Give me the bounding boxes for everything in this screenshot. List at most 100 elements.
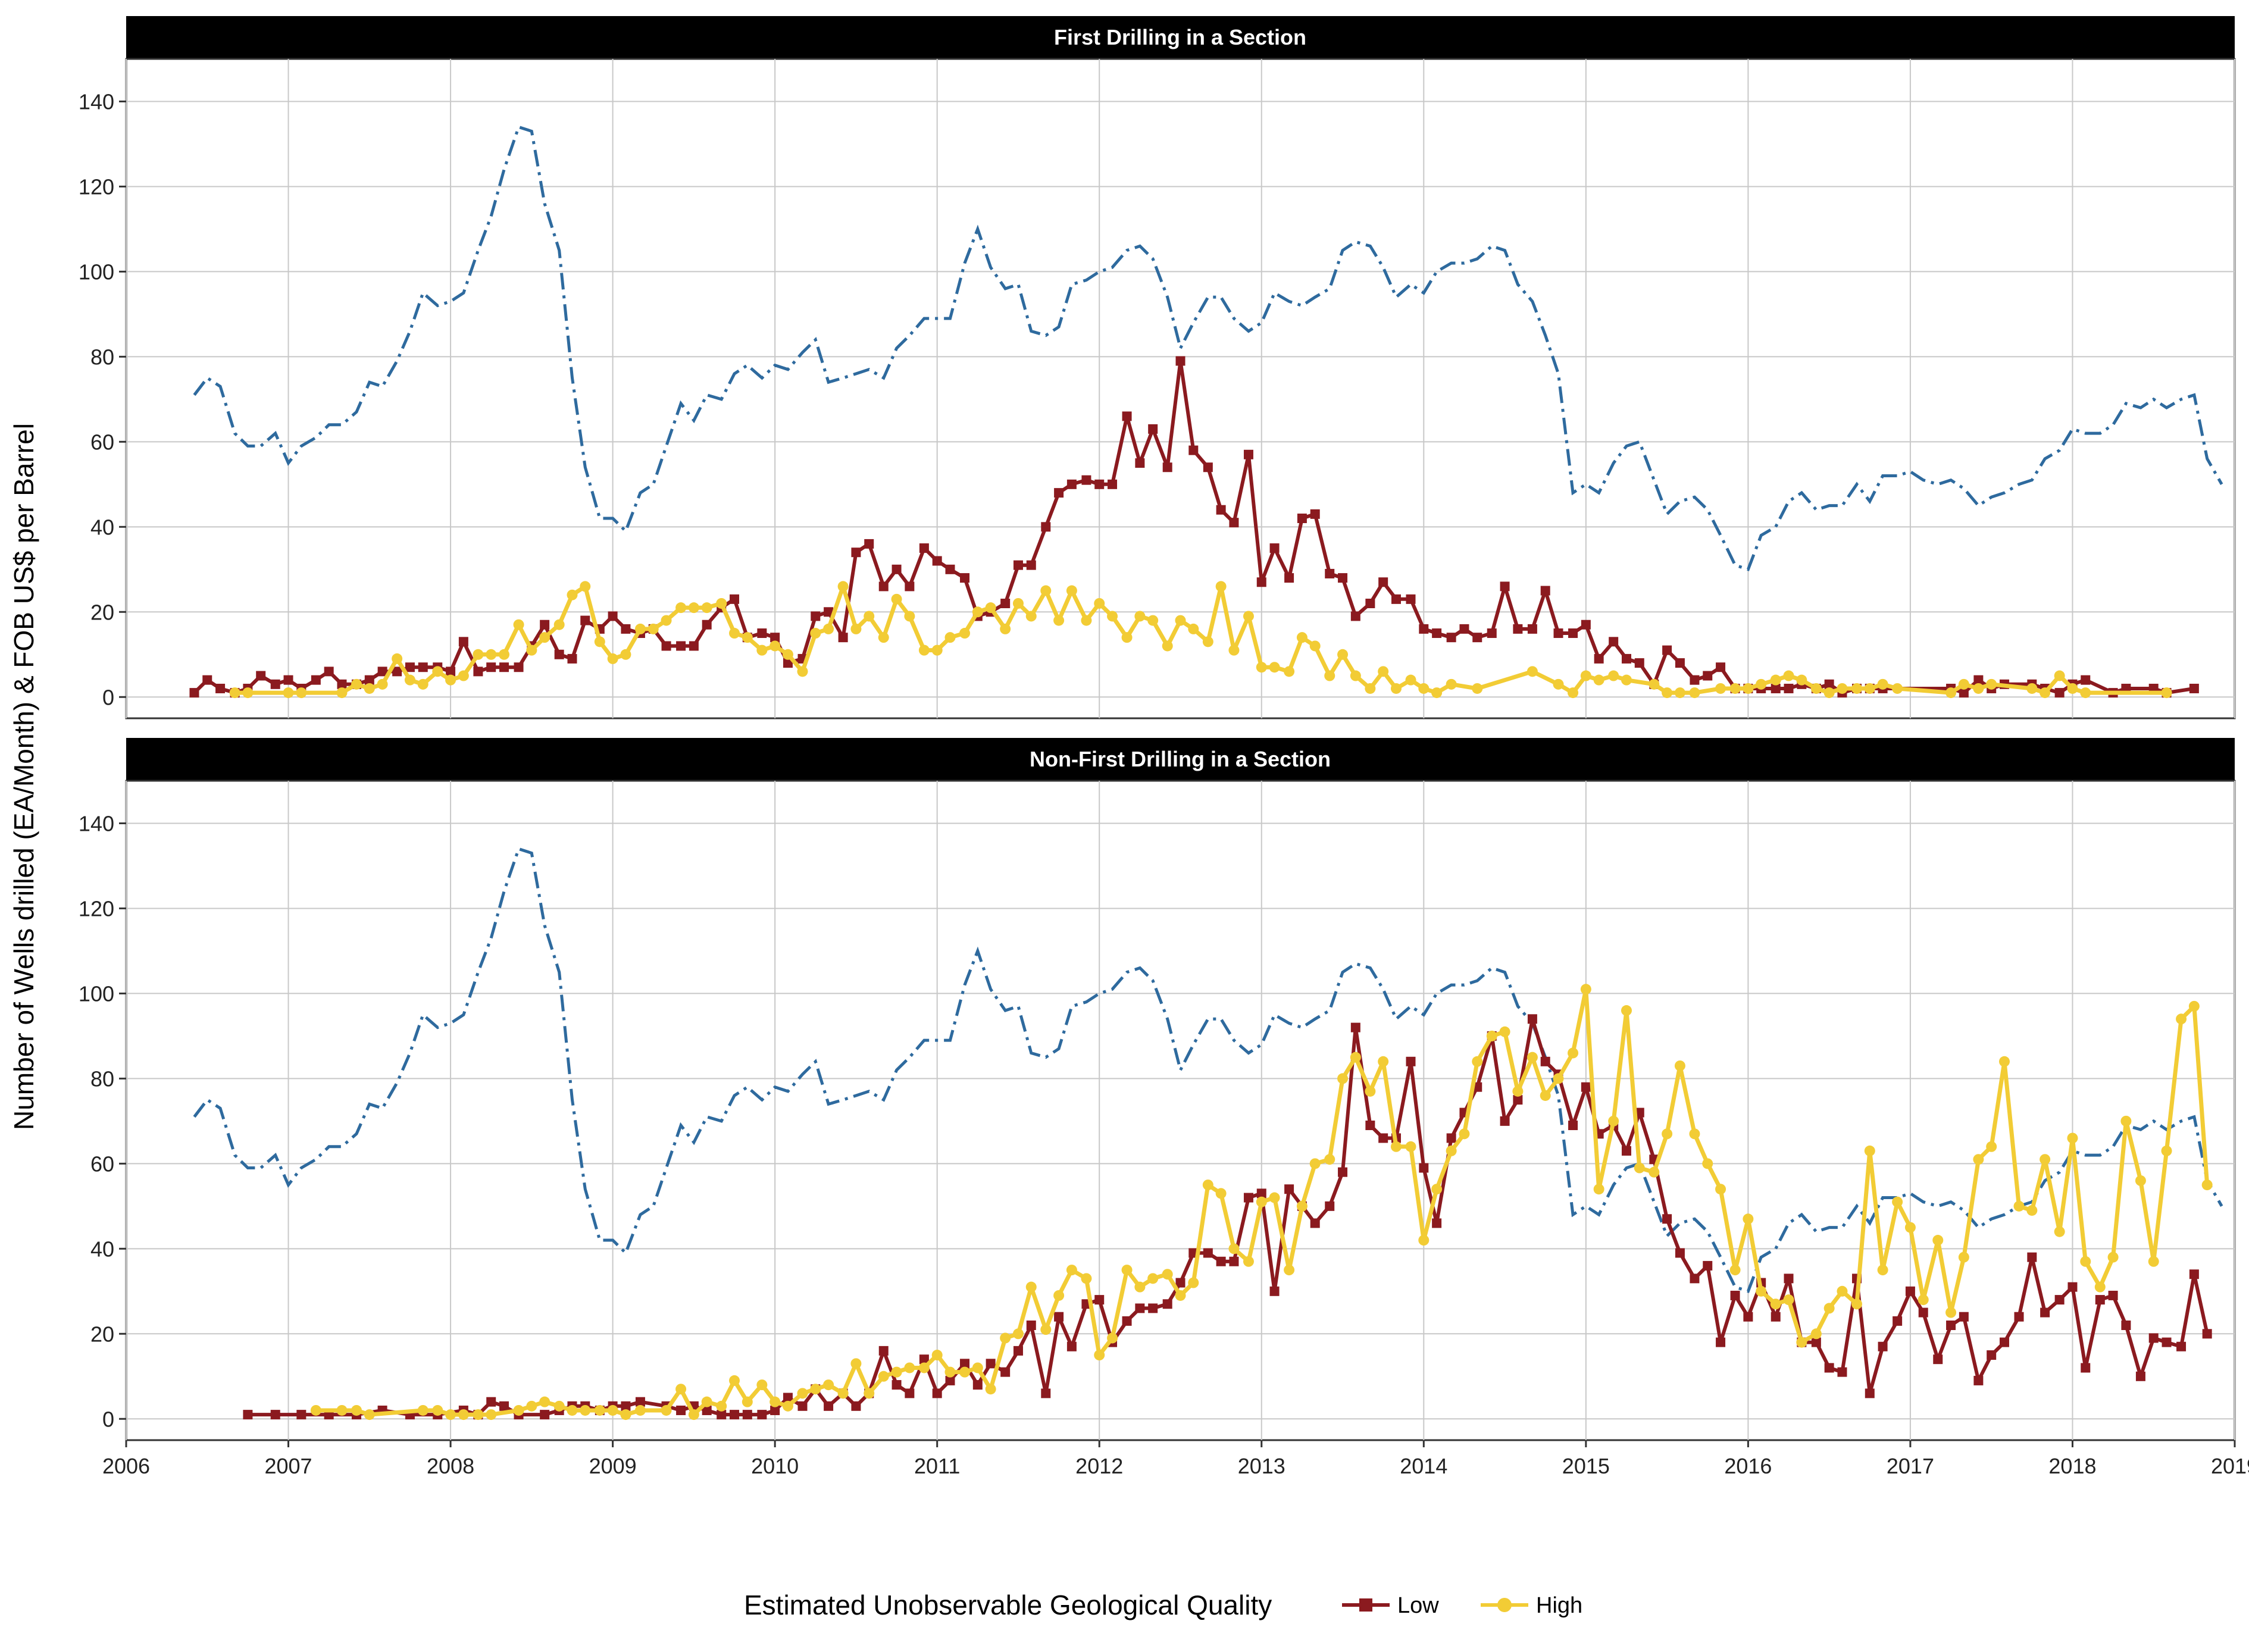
data-point-low <box>473 667 483 677</box>
data-point-low <box>1513 1095 1523 1105</box>
legend-item-low: Low <box>1342 1593 1439 1618</box>
data-point-low <box>608 611 618 621</box>
data-point-low <box>1432 1218 1442 1228</box>
data-point-high <box>2040 687 2051 699</box>
panel-plot-area <box>125 58 2236 719</box>
data-point-low <box>215 683 226 693</box>
data-point-high <box>1162 1269 1173 1280</box>
data-point-low <box>2040 1307 2050 1318</box>
data-point-low <box>661 641 671 651</box>
data-point-high <box>634 1404 646 1416</box>
data-point-low <box>1094 479 1105 489</box>
data-point-high <box>283 687 294 699</box>
data-point-low <box>567 653 577 664</box>
data-point-low <box>1837 1367 1847 1377</box>
data-point-low <box>1987 1350 1997 1360</box>
data-point-high <box>770 640 781 652</box>
data-point-high <box>1284 1265 1295 1276</box>
data-point-low <box>1784 683 1794 693</box>
data-point-high <box>2161 687 2172 699</box>
data-point-high <box>1215 581 1227 592</box>
data-point-high <box>1608 670 1619 681</box>
x-tick-label: 2012 <box>1075 1454 1123 1478</box>
panel-strip <box>126 16 2235 59</box>
data-point-low <box>1054 1312 1064 1322</box>
data-point-low <box>730 594 740 604</box>
data-point-high <box>1674 1060 1685 1071</box>
legend: Estimated Unobservable Geological Qualit… <box>744 1590 1582 1620</box>
data-point-low <box>2095 1295 2105 1305</box>
data-point-low <box>405 662 415 672</box>
data-point-high <box>959 1366 971 1378</box>
data-point-high <box>1147 1273 1159 1284</box>
data-point-high <box>1405 674 1416 686</box>
data-point-low <box>337 679 347 689</box>
data-point-low <box>1703 1260 1713 1271</box>
data-point-low <box>1581 620 1591 630</box>
data-point-high <box>756 1379 768 1391</box>
data-point-low <box>742 1410 752 1420</box>
data-point-high <box>1973 1154 1984 1165</box>
data-point-low <box>1973 1375 1984 1385</box>
data-point-high <box>1770 1299 1781 1310</box>
data-point-low <box>1730 1290 1740 1300</box>
data-point-high <box>1243 611 1254 622</box>
data-point-high <box>607 1404 618 1416</box>
data-point-low <box>945 1375 955 1385</box>
data-point-high <box>473 1409 484 1421</box>
data-point-low <box>1824 679 1834 689</box>
data-point-high <box>1040 1324 1052 1335</box>
data-point-low <box>1013 1346 1023 1356</box>
data-point-high <box>526 644 537 656</box>
data-point-low <box>2148 1333 2159 1343</box>
y-tick-label: 60 <box>90 1152 114 1176</box>
data-point-high <box>2026 683 2038 694</box>
panel-strip-title: First Drilling in a Section <box>1054 25 1306 49</box>
y-tick-label: 100 <box>79 981 114 1006</box>
data-point-high <box>891 593 902 605</box>
data-point-low <box>1338 573 1348 583</box>
data-point-low <box>1690 675 1700 685</box>
data-point-high <box>1608 1115 1619 1127</box>
data-point-high <box>473 649 484 660</box>
data-point-low <box>960 573 970 583</box>
data-point-low <box>717 1410 727 1420</box>
x-axis: 2006 2007 2008 2009 2010 2011 2012 2013 2014 2015… <box>102 1440 2249 1478</box>
data-point-low <box>905 1388 915 1398</box>
data-point-low <box>621 1401 631 1411</box>
data-point-high <box>1309 1158 1321 1169</box>
data-point-low <box>838 633 848 643</box>
data-point-high <box>1540 1090 1551 1101</box>
panel-y-axis: 0 20 40 60 80 100 120 140 <box>79 811 126 1431</box>
data-point-low <box>960 1359 970 1369</box>
data-point-high <box>823 623 834 634</box>
y-tick-label: 40 <box>90 515 114 539</box>
data-point-high <box>904 611 915 622</box>
x-tick-label: 2015 <box>1562 1454 1610 1478</box>
data-point-high <box>1945 687 1957 699</box>
data-point-high <box>1066 585 1077 596</box>
data-point-low <box>296 1410 306 1420</box>
data-point-high <box>1188 1277 1199 1288</box>
data-point-low <box>2081 675 2091 685</box>
data-point-high <box>904 1362 915 1373</box>
data-point-low <box>1066 1341 1077 1351</box>
data-point-high <box>1378 666 1389 677</box>
data-point-high <box>1446 1145 1457 1156</box>
data-point-high <box>1040 585 1052 596</box>
data-point-high <box>1243 1256 1254 1267</box>
panel-plot-area <box>125 780 2236 1441</box>
data-point-high <box>2148 1256 2159 1267</box>
data-point-high <box>607 653 618 664</box>
data-point-low <box>783 658 793 668</box>
data-point-high <box>891 1366 902 1378</box>
data-point-low <box>1634 658 1644 668</box>
data-point-high <box>1998 1056 2010 1067</box>
oil-price-series <box>193 125 2223 571</box>
data-point-high <box>445 674 456 686</box>
data-point-low <box>770 633 780 643</box>
series-low-line <box>248 1017 2209 1417</box>
data-point-high <box>2054 670 2065 681</box>
data-point-high <box>1512 1085 1524 1097</box>
data-point-high <box>1662 1128 1673 1140</box>
